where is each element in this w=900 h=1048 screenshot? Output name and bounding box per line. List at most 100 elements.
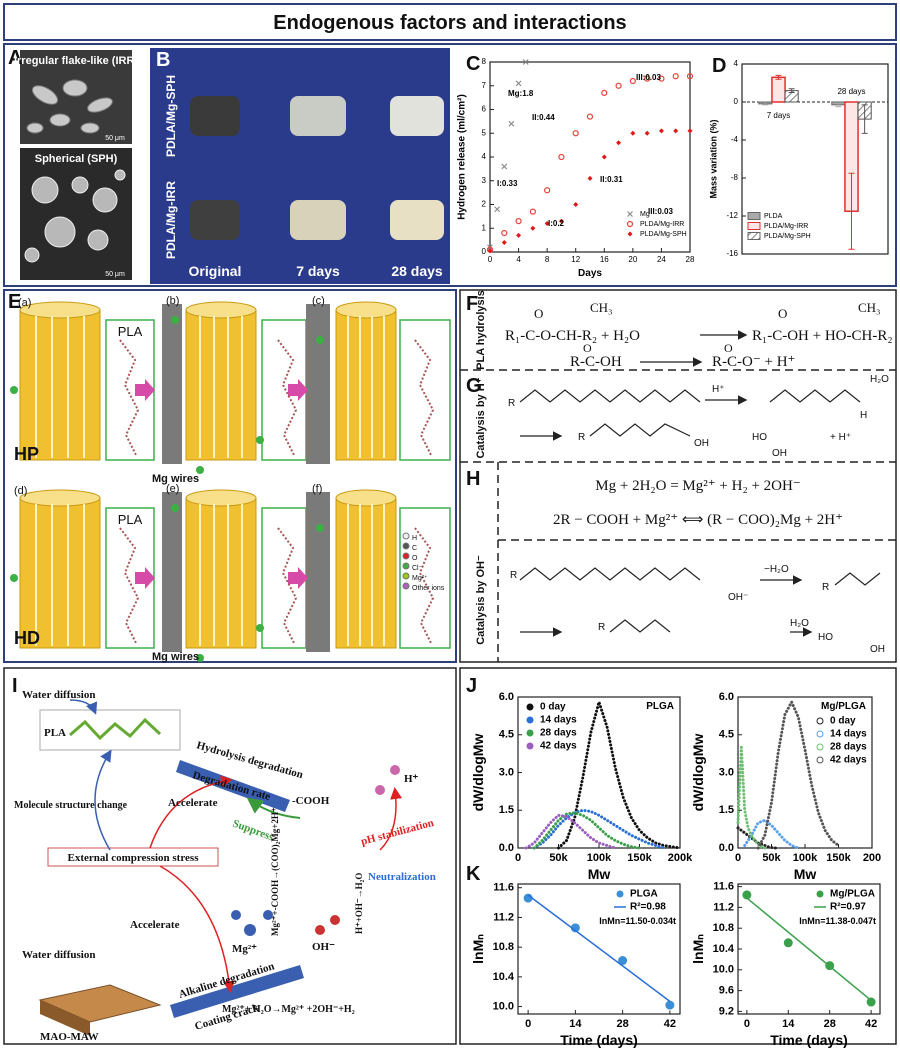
x-tick-label: 12 <box>571 255 580 264</box>
x-tick-label: 0 <box>515 852 521 864</box>
label: CH₃ <box>590 300 613 315</box>
label: Catalysis by H⁺ <box>475 377 487 458</box>
cylinder <box>20 498 100 648</box>
y-tick-label: 1.5 <box>719 804 734 816</box>
marker <box>616 83 621 88</box>
label: OH⁻ <box>728 592 748 603</box>
bar <box>772 77 785 102</box>
legend-swatch <box>748 213 760 220</box>
x-tick-label: 0 <box>488 255 493 264</box>
x-axis-label: Days <box>578 268 602 279</box>
label: H⁺+OH⁻→H₂O <box>354 873 364 934</box>
wire-photo <box>306 492 330 652</box>
legend-marker <box>817 718 823 724</box>
label: (b) <box>166 295 179 307</box>
cylinder <box>336 310 396 460</box>
label: Accelerate <box>168 797 218 809</box>
label: -COOH <box>292 795 330 807</box>
label: Cl⁻ <box>412 565 423 572</box>
marker <box>588 114 593 119</box>
label: R₁-C-O-CH-R₂ + H₂O <box>505 328 640 344</box>
label: D <box>712 55 726 77</box>
legend-marker <box>527 717 533 723</box>
label: H <box>412 535 417 542</box>
y-tick-label: -4 <box>731 135 739 144</box>
x-tick-label: 20 <box>628 255 637 264</box>
label: 7 days <box>296 263 340 279</box>
marker <box>673 74 678 79</box>
arrow <box>150 780 230 848</box>
label: Spherical (SPH) <box>35 153 118 165</box>
label: H⁺ <box>404 773 419 785</box>
x-tick-label: 0 <box>744 1018 750 1030</box>
wire-photo <box>306 304 330 464</box>
y-tick-label: 4 <box>482 152 487 161</box>
label: R-C-OH <box>570 354 622 370</box>
legend-swatch <box>748 223 760 230</box>
label: Neutralization <box>368 871 436 883</box>
label: HP <box>14 444 39 464</box>
cylinder <box>336 498 396 648</box>
legend-label: PLDA/Mg-IRR <box>764 223 808 230</box>
x-tick-label: 28 <box>617 1018 629 1030</box>
label: Catalysis by OH⁻ <box>475 555 487 645</box>
ion <box>171 316 179 324</box>
label: R <box>508 398 515 409</box>
y-tick-label: 5 <box>482 128 487 137</box>
label: H₂O <box>870 374 889 385</box>
y-axis-label: lnMₙ <box>470 934 486 964</box>
label: (f) <box>312 483 322 495</box>
label: Mg wires <box>152 651 199 663</box>
y-tick-label: 11.6 <box>713 881 734 893</box>
label: O <box>534 306 543 321</box>
x-tick-label: 200 <box>863 852 881 864</box>
legend-label: 42 days <box>540 741 577 752</box>
marker <box>665 1000 675 1010</box>
x-axis-label: Mw <box>794 866 817 882</box>
x-tick-label: 8 <box>545 255 550 264</box>
label: 2R − COOH + Mg²⁺ ⟺ (R − COO)₂Mg + 2H⁺ <box>553 512 843 528</box>
label: PLA <box>118 512 143 527</box>
label: O <box>583 341 592 355</box>
ion <box>256 436 264 444</box>
x-tick-label: 200k <box>668 852 693 864</box>
x-tick-label: 100k <box>793 852 818 864</box>
y-tick-label: 11.2 <box>493 911 514 923</box>
x-axis-label: Time (days) <box>770 1032 848 1048</box>
marker <box>545 188 550 193</box>
annotation: I:0.33 <box>497 179 518 188</box>
ion <box>171 504 179 512</box>
y-tick-label: 1.5 <box>499 804 514 816</box>
photo <box>150 48 450 284</box>
y-tick-label: 7 <box>482 81 487 90</box>
legend-marker <box>527 704 533 710</box>
marker <box>516 219 521 224</box>
cylinder <box>186 310 256 460</box>
legend-marker <box>527 730 533 736</box>
legend-dot <box>403 543 409 549</box>
y-tick-label: 10.0 <box>493 1000 514 1012</box>
curve <box>758 702 838 848</box>
x-tick-label: 16 <box>600 255 609 264</box>
legend-label: PLDA/Mg-SPH <box>640 231 687 238</box>
annotation: I:0.2 <box>548 219 565 228</box>
marker <box>628 222 633 227</box>
label: Water diffusion <box>22 689 95 701</box>
legend-marker <box>817 731 823 737</box>
label: Endogenous factors and interactions <box>273 12 626 34</box>
legend-label: PLDA/Mg-SPH <box>764 233 811 240</box>
y-tick-label: 0.0 <box>499 842 514 854</box>
label: PLA <box>44 727 66 739</box>
y-tick-label: 1 <box>482 223 487 232</box>
label: External compression stress <box>68 852 200 864</box>
y-tick-label: 0 <box>482 247 487 256</box>
cylinder-top <box>20 490 100 506</box>
label: Mg + 2H₂O = Mg²⁺ + H₂ + 2OH⁻ <box>595 478 800 494</box>
marker <box>588 176 593 181</box>
x-tick-label: 42 <box>865 1018 877 1030</box>
marker <box>509 121 514 126</box>
marker <box>673 128 678 133</box>
marker <box>616 140 621 145</box>
label: Molecule structure change <box>14 800 128 811</box>
label: Mg²⁺+ H₂O→Mg²⁺ +2OH⁻+H₂ <box>222 1004 355 1015</box>
